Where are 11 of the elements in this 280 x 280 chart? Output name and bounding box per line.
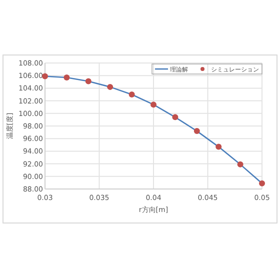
point [259, 180, 265, 186]
point [85, 78, 92, 84]
point [216, 144, 222, 150]
point [128, 92, 135, 98]
point [172, 114, 178, 120]
point [42, 73, 48, 80]
point [194, 128, 200, 134]
point [107, 84, 114, 90]
point [64, 74, 70, 80]
point [150, 102, 156, 108]
point [237, 161, 244, 168]
